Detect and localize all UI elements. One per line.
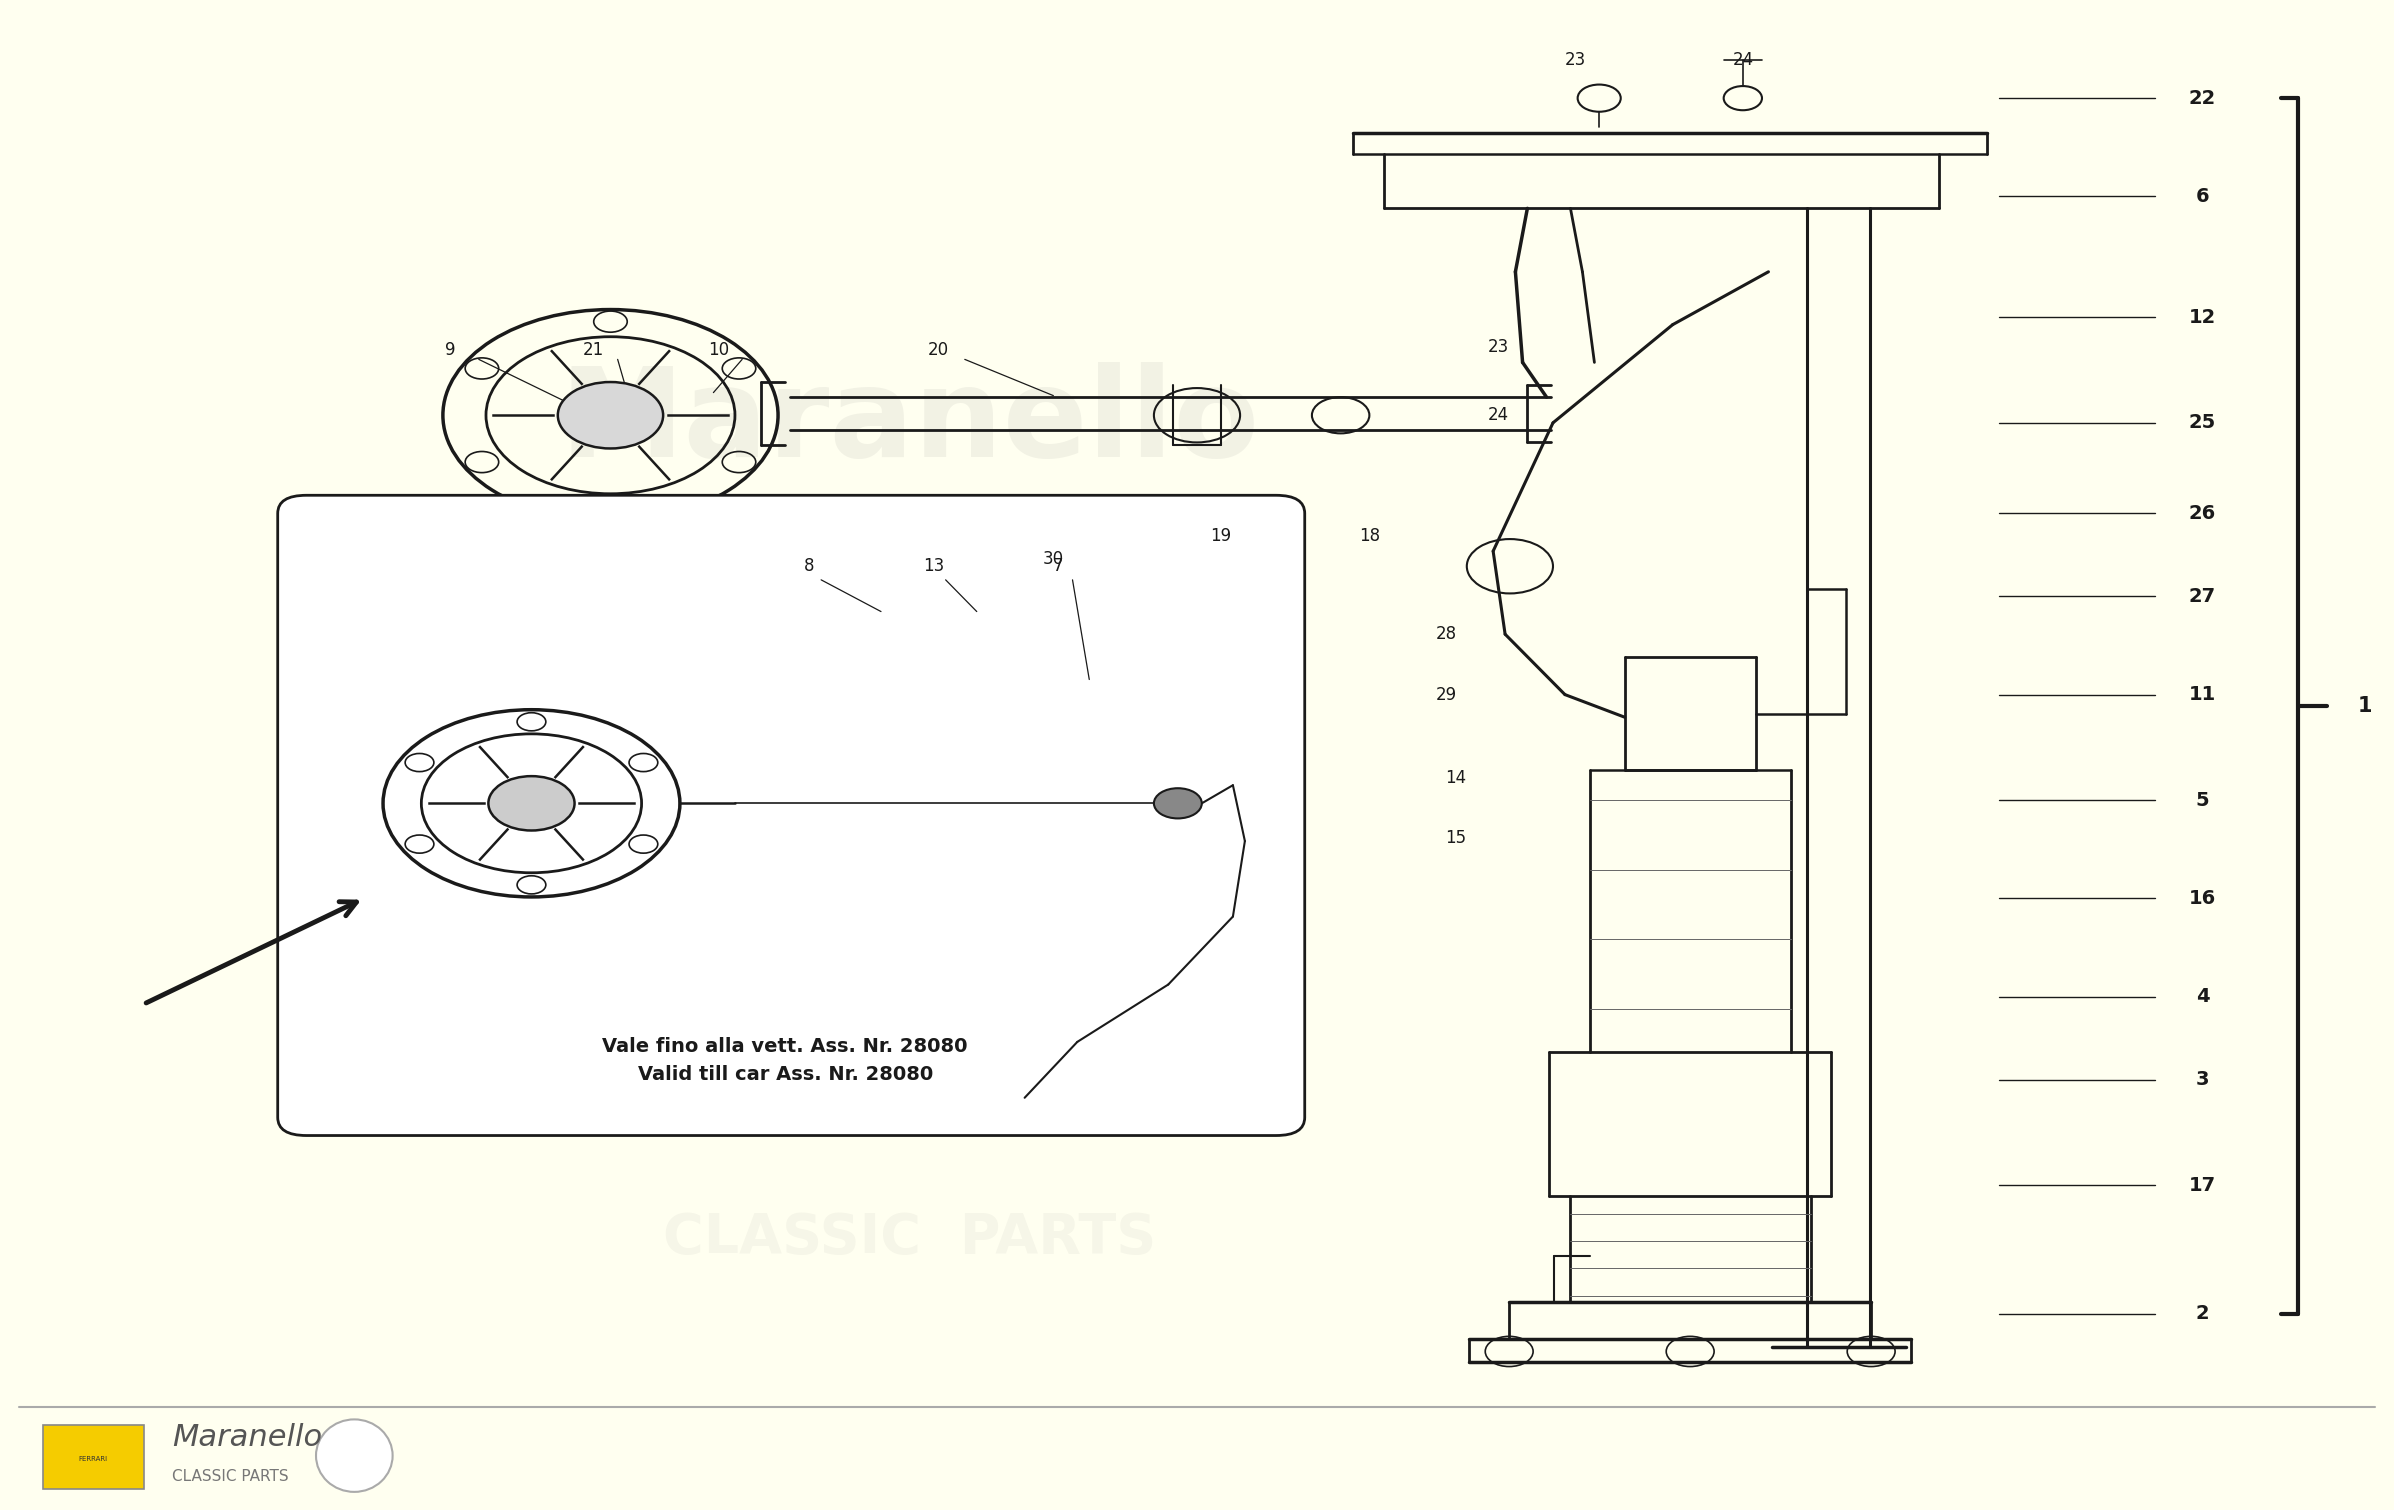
Text: Maranello: Maranello bbox=[172, 1422, 323, 1453]
Text: CLASSIC PARTS: CLASSIC PARTS bbox=[172, 1469, 290, 1484]
Text: 15: 15 bbox=[1446, 829, 1465, 847]
Text: 21: 21 bbox=[584, 341, 603, 359]
FancyBboxPatch shape bbox=[278, 495, 1305, 1136]
Text: Maranello: Maranello bbox=[560, 362, 1259, 483]
Text: Maranello: Maranello bbox=[598, 1034, 1221, 1140]
Text: 13: 13 bbox=[924, 557, 943, 575]
Text: 10: 10 bbox=[709, 341, 728, 359]
Text: FERRARI: FERRARI bbox=[79, 1456, 108, 1462]
Circle shape bbox=[488, 776, 575, 830]
Text: 2: 2 bbox=[2195, 1305, 2210, 1323]
Text: 29: 29 bbox=[1436, 686, 1456, 704]
Text: 27: 27 bbox=[2188, 587, 2217, 606]
Text: 4: 4 bbox=[2195, 988, 2210, 1006]
Text: 5: 5 bbox=[2195, 791, 2210, 809]
Text: 7: 7 bbox=[1053, 557, 1063, 575]
Text: 30: 30 bbox=[1044, 550, 1063, 568]
Text: 23: 23 bbox=[1489, 338, 1508, 356]
Text: 14: 14 bbox=[1446, 769, 1465, 787]
Text: 18: 18 bbox=[1360, 527, 1379, 545]
Text: 8: 8 bbox=[804, 557, 814, 575]
Text: CLASSIC  PARTS: CLASSIC PARTS bbox=[663, 1211, 1156, 1265]
Text: Vale fino alla vett. Ass. Nr. 28080
Valid till car Ass. Nr. 28080: Vale fino alla vett. Ass. Nr. 28080 Vali… bbox=[603, 1036, 967, 1084]
Text: 23: 23 bbox=[1566, 51, 1585, 69]
Text: 22: 22 bbox=[2188, 89, 2217, 107]
Text: CLASSIC  PARTS: CLASSIC PARTS bbox=[632, 544, 1187, 604]
Text: 3: 3 bbox=[2195, 1071, 2210, 1089]
Text: 24: 24 bbox=[1489, 406, 1508, 424]
Ellipse shape bbox=[316, 1419, 393, 1492]
Text: 19: 19 bbox=[1211, 527, 1231, 545]
Text: 28: 28 bbox=[1436, 625, 1456, 643]
Text: 24: 24 bbox=[1733, 51, 1752, 69]
Text: 9: 9 bbox=[445, 341, 455, 359]
Text: 16: 16 bbox=[2188, 889, 2217, 908]
Text: 26: 26 bbox=[2188, 504, 2217, 522]
Text: 11: 11 bbox=[2188, 686, 2217, 704]
Circle shape bbox=[558, 382, 663, 448]
Bar bbox=[43, 1425, 144, 1489]
Text: 25: 25 bbox=[2188, 414, 2217, 432]
Text: 17: 17 bbox=[2188, 1176, 2217, 1194]
Text: 6: 6 bbox=[2195, 187, 2210, 205]
Text: 12: 12 bbox=[2188, 308, 2217, 326]
Circle shape bbox=[1154, 788, 1202, 818]
Text: 20: 20 bbox=[929, 341, 948, 359]
Text: 1: 1 bbox=[2358, 696, 2372, 716]
